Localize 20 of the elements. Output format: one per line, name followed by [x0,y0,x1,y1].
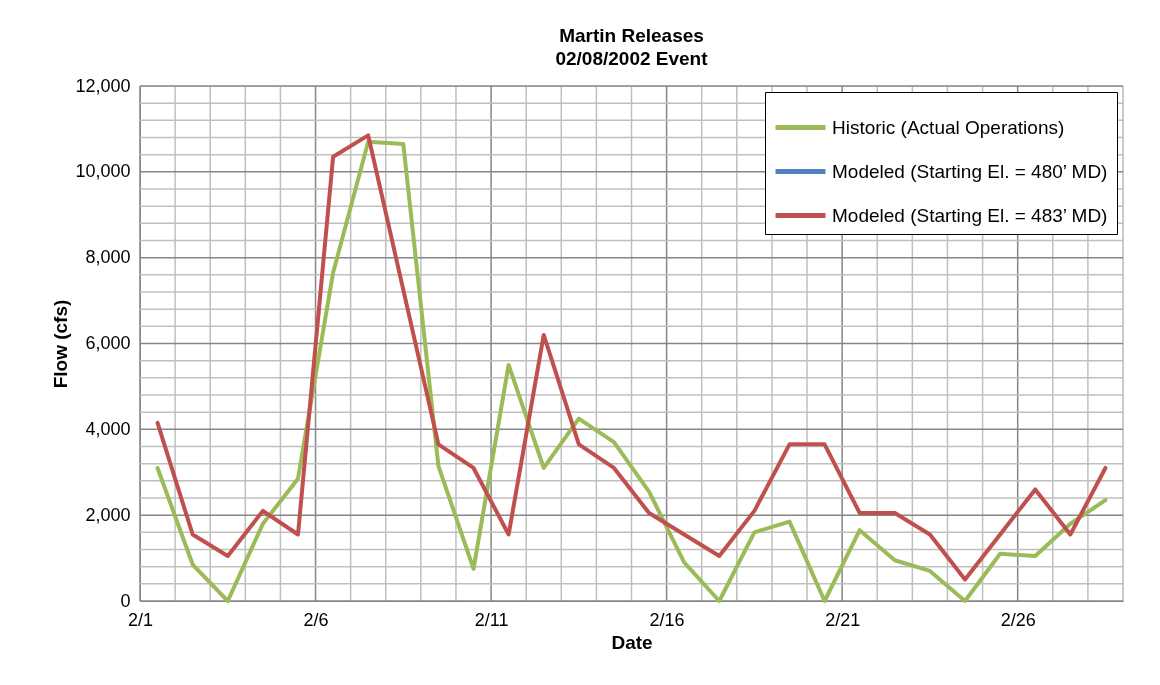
x-tick-label: 2/26 [1000,609,1036,630]
x-tick-label: 2/6 [303,609,329,630]
chart-title: Martin Releases [559,25,704,46]
y-tick-label: 4,000 [85,418,131,439]
x-tick-label: 2/11 [474,609,509,630]
y-tick-label: 6,000 [85,333,131,353]
x-tick-label: 2/16 [649,609,685,630]
legend-label: Modeled (Starting El. = 483’ MD) [832,204,1108,226]
x-axis-title: Date [611,631,653,653]
chart-subtitle: 02/08/2002 Event [555,48,709,69]
y-tick-label: 8,000 [85,247,131,268]
x-tick-label: 2/1 [127,609,154,630]
y-axis-title: Flow (cfs) [50,299,72,389]
legend-label: Historic (Actual Operations) [832,116,1065,138]
y-tick-label: 2,000 [85,504,131,525]
y-tick-label: 10,000 [75,161,131,182]
y-tick-label: 0 [120,590,131,611]
legend-label: Modeled (Starting El. = 480’ MD) [832,160,1108,182]
x-tick-label: 2/21 [825,609,861,630]
y-tick-label: 12,000 [75,75,131,96]
